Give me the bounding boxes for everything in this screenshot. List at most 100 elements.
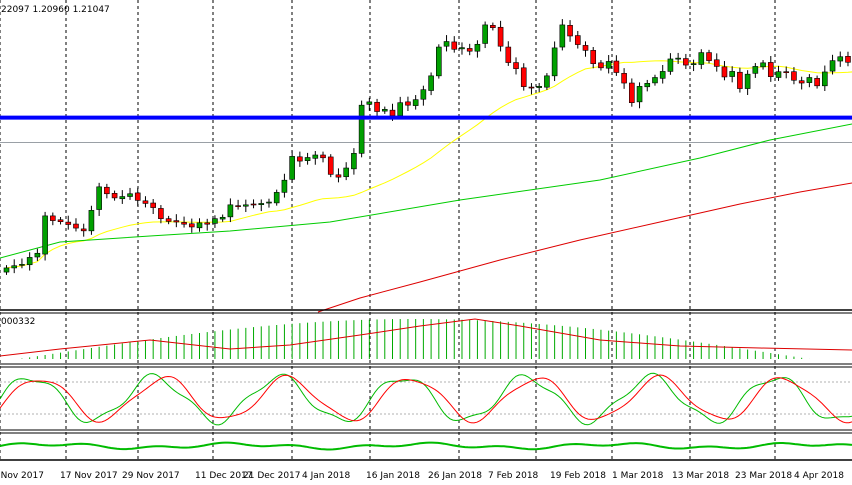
candle-body (482, 24, 488, 44)
candle-body (729, 71, 735, 77)
pane-dividers (0, 309, 852, 461)
candle-body (814, 78, 820, 87)
candle-body (598, 62, 604, 69)
candle-body (505, 46, 512, 63)
candle-body (744, 73, 751, 89)
candle-body (196, 222, 203, 229)
candle-body (181, 222, 187, 225)
candle-body (343, 167, 349, 178)
candle-body (544, 75, 550, 88)
candle-body (559, 24, 566, 48)
candle-body (65, 221, 72, 225)
x-tick-label: 7 Nov 2017 (0, 471, 44, 481)
candle-body (822, 71, 828, 87)
oscillator-pane (0, 441, 852, 451)
candle-body (721, 66, 728, 78)
candle-body (644, 83, 651, 88)
candle-body (798, 80, 805, 84)
candle-body (304, 157, 311, 161)
x-tick-label: 26 Jan 2018 (428, 471, 482, 481)
moving-average-slow (317, 182, 852, 313)
candle-body (19, 264, 25, 266)
candle-body (389, 109, 396, 116)
candle-body (335, 174, 342, 178)
candle-body (111, 193, 118, 199)
x-tick-label: 29 Nov 2017 (122, 471, 180, 481)
x-tick-label: 13 Mar 2018 (672, 471, 729, 481)
candle-body (250, 203, 257, 206)
candle-body (366, 101, 373, 105)
candle-body (837, 56, 844, 62)
macd-pane (0, 318, 852, 359)
moving-average-mid (0, 123, 852, 259)
candle-body (227, 204, 234, 218)
main-price-pane (0, 19, 852, 313)
candle-body (42, 215, 48, 255)
candle-body (652, 77, 658, 84)
candle-body (698, 52, 705, 65)
candle-body (428, 75, 434, 91)
x-tick-label: 1 Mar 2018 (612, 471, 664, 481)
candle-body (50, 215, 56, 221)
candle-body (374, 101, 380, 112)
candle-body (266, 201, 272, 204)
candle-body (80, 228, 87, 232)
candle-body (104, 186, 110, 195)
candle-body (436, 46, 442, 77)
candle-body (235, 205, 241, 207)
candle-body (297, 156, 303, 162)
x-tick-label: 16 Jan 2018 (366, 471, 420, 481)
x-tick-label: 11 Dec 2017 (195, 471, 253, 481)
candle-body (26, 257, 33, 266)
candle-body (351, 153, 357, 170)
candle-body (358, 104, 365, 154)
candle-body (127, 193, 133, 197)
candle-body (219, 216, 226, 220)
candle-body (636, 86, 643, 103)
candle-body (713, 59, 720, 67)
candle-body (173, 220, 180, 223)
candle-body (621, 73, 627, 84)
stoch-main-line (0, 372, 852, 426)
stoch-signal-line (0, 374, 852, 424)
candle-body (767, 62, 774, 77)
candle-body (605, 61, 612, 69)
candle-body (412, 99, 419, 106)
candle-body (327, 156, 334, 175)
stochastic-pane (0, 372, 852, 426)
candle-body (204, 222, 211, 225)
candle-body (451, 41, 458, 50)
candle-body (466, 48, 473, 52)
candle-body (420, 89, 427, 100)
candle-body (806, 77, 813, 83)
ohlc-readout: 22097 1.20960 1.21047 (1, 5, 110, 15)
candle-body (590, 50, 597, 64)
candle-body (165, 218, 172, 222)
candle-body (490, 25, 496, 28)
macd-signal-line (0, 318, 852, 357)
candle-body (312, 154, 319, 159)
candle-body (57, 219, 64, 223)
candle-body (142, 200, 149, 204)
candle-body (443, 41, 450, 47)
candle-body (3, 267, 10, 273)
candle-body (683, 58, 689, 66)
candle-body (829, 60, 836, 72)
candle-body (675, 57, 681, 60)
candle-body (497, 26, 504, 47)
candle-body (397, 102, 404, 116)
candle-body (119, 196, 126, 200)
candle-body (520, 67, 527, 87)
candle-body (88, 210, 95, 232)
candle-body (690, 63, 697, 65)
candle-body (289, 156, 295, 180)
candle-body (513, 62, 519, 69)
x-tick-label: 4 Jan 2018 (302, 471, 350, 481)
candle-body (775, 71, 782, 78)
x-tick-label: 4 Apr 2018 (794, 471, 844, 481)
candle-body (667, 58, 674, 72)
chart-grid (0, 0, 776, 460)
candle-body (243, 204, 249, 207)
